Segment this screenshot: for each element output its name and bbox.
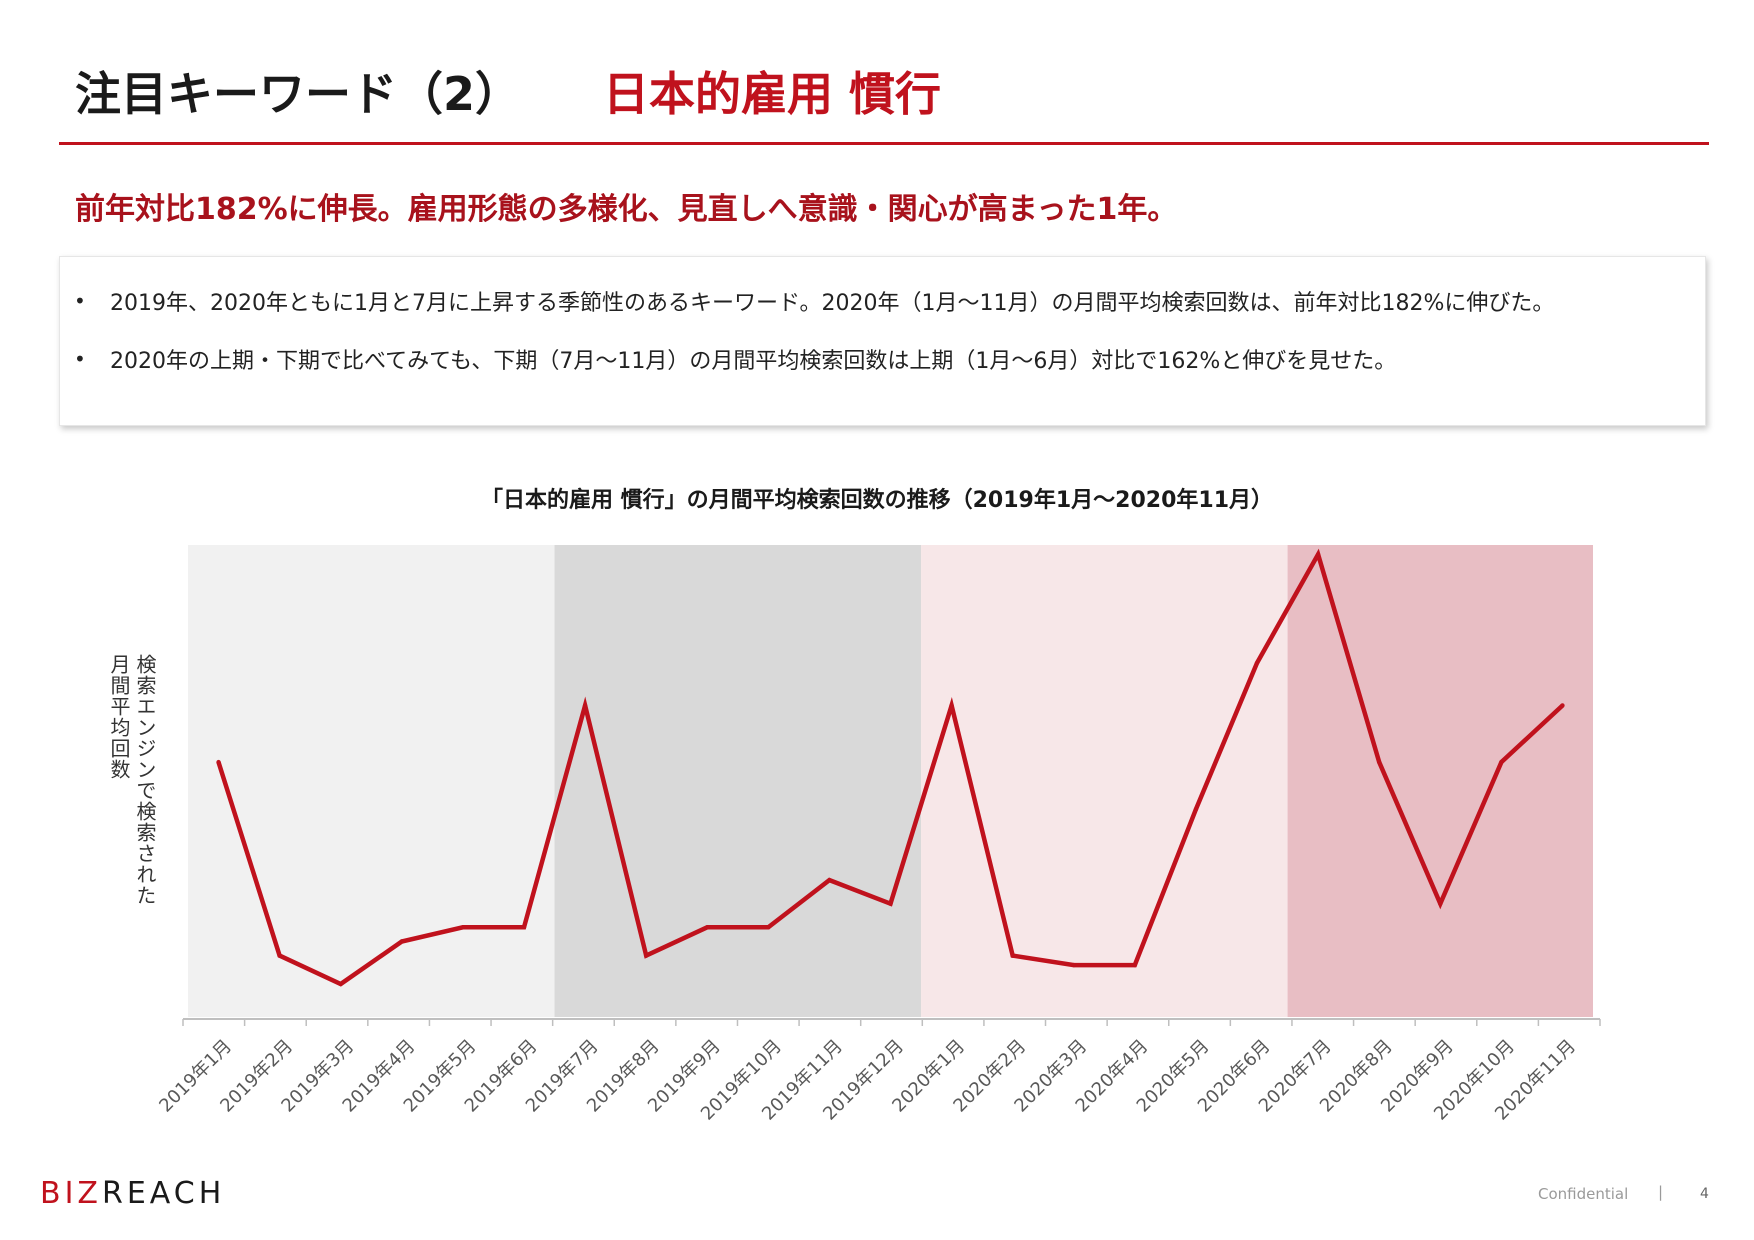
y-axis-label-line: 月間平均回数 [107, 654, 131, 780]
data-point [277, 953, 282, 958]
data-point [949, 703, 954, 708]
data-point [1499, 759, 1504, 765]
summary-box: • 2019年、2020年ともに1月と7月に上昇する季節性のあるキーワード。20… [59, 256, 1706, 426]
data-point [1254, 660, 1260, 666]
period-band [921, 545, 1288, 1017]
data-point [1560, 703, 1565, 708]
period-band [554, 545, 922, 1017]
summary-bullet: • 2020年の上期・下期で比べてみても、下期（7月～11月）の月間平均検索回数… [74, 343, 1396, 375]
series-line [216, 548, 1565, 987]
page-number: 4 [1700, 1186, 1709, 1202]
data-point [705, 925, 710, 930]
period-band [1287, 545, 1593, 1017]
confidential-label: Confidential [1538, 1185, 1629, 1203]
x-tick-labels: 2019年1月2019年2月2019年3月2019年4月2019年5月2019年… [155, 1036, 1580, 1125]
data-point [888, 901, 893, 906]
data-point [1438, 901, 1443, 906]
chart-title: 「日本的雇用 慣行」の月間平均検索回数の推移（2019年1月～2020年11月） [480, 488, 1274, 513]
data-point [1193, 807, 1199, 812]
data-point [582, 703, 588, 708]
data-point [1132, 962, 1138, 968]
data-point [521, 925, 527, 930]
data-point [1071, 962, 1076, 968]
data-point [827, 877, 832, 883]
page-title: 注目キーワード（2） 日本的雇用 慣行 [75, 56, 941, 126]
data-point [1315, 552, 1321, 557]
title-prefix: 注目キーワード（2） [75, 67, 522, 121]
bizreach-logo: BIZREACH [40, 1176, 226, 1211]
summary-bullet-text: 2020年の上期・下期で比べてみても、下期（7月～11月）の月間平均検索回数は上… [110, 349, 1397, 374]
data-point [460, 925, 466, 930]
y-axis-label: 検索エンジンで検索された 月間平均回数 [98, 654, 158, 924]
footer-separator: | [1658, 1183, 1664, 1201]
data-point [643, 953, 649, 958]
data-point [1010, 953, 1015, 958]
data-point [766, 925, 771, 930]
bullet-dot-icon: • [74, 347, 86, 371]
y-axis-label-line: 検索エンジンで検索された [133, 654, 157, 906]
data-point [1376, 759, 1382, 765]
title-divider [59, 142, 1709, 145]
background-bands [188, 545, 1593, 1017]
headline: 前年対比182%に伸長。雇用形態の多様化、見直しへ意識・関心が高まった1年。 [75, 192, 1178, 227]
summary-bullet-text: 2019年、2020年ともに1月と7月に上昇する季節性のあるキーワード。2020… [110, 291, 1555, 316]
data-point [216, 759, 221, 765]
x-axis [182, 1018, 1601, 1026]
title-keyword: 日本的雇用 慣行 [603, 67, 942, 121]
period-band [188, 545, 555, 1017]
bullet-dot-icon: • [74, 289, 86, 313]
data-point [338, 981, 343, 987]
summary-bullet: • 2019年、2020年ともに1月と7月に上昇する季節性のあるキーワード。20… [74, 285, 1554, 317]
data-point [399, 939, 405, 944]
